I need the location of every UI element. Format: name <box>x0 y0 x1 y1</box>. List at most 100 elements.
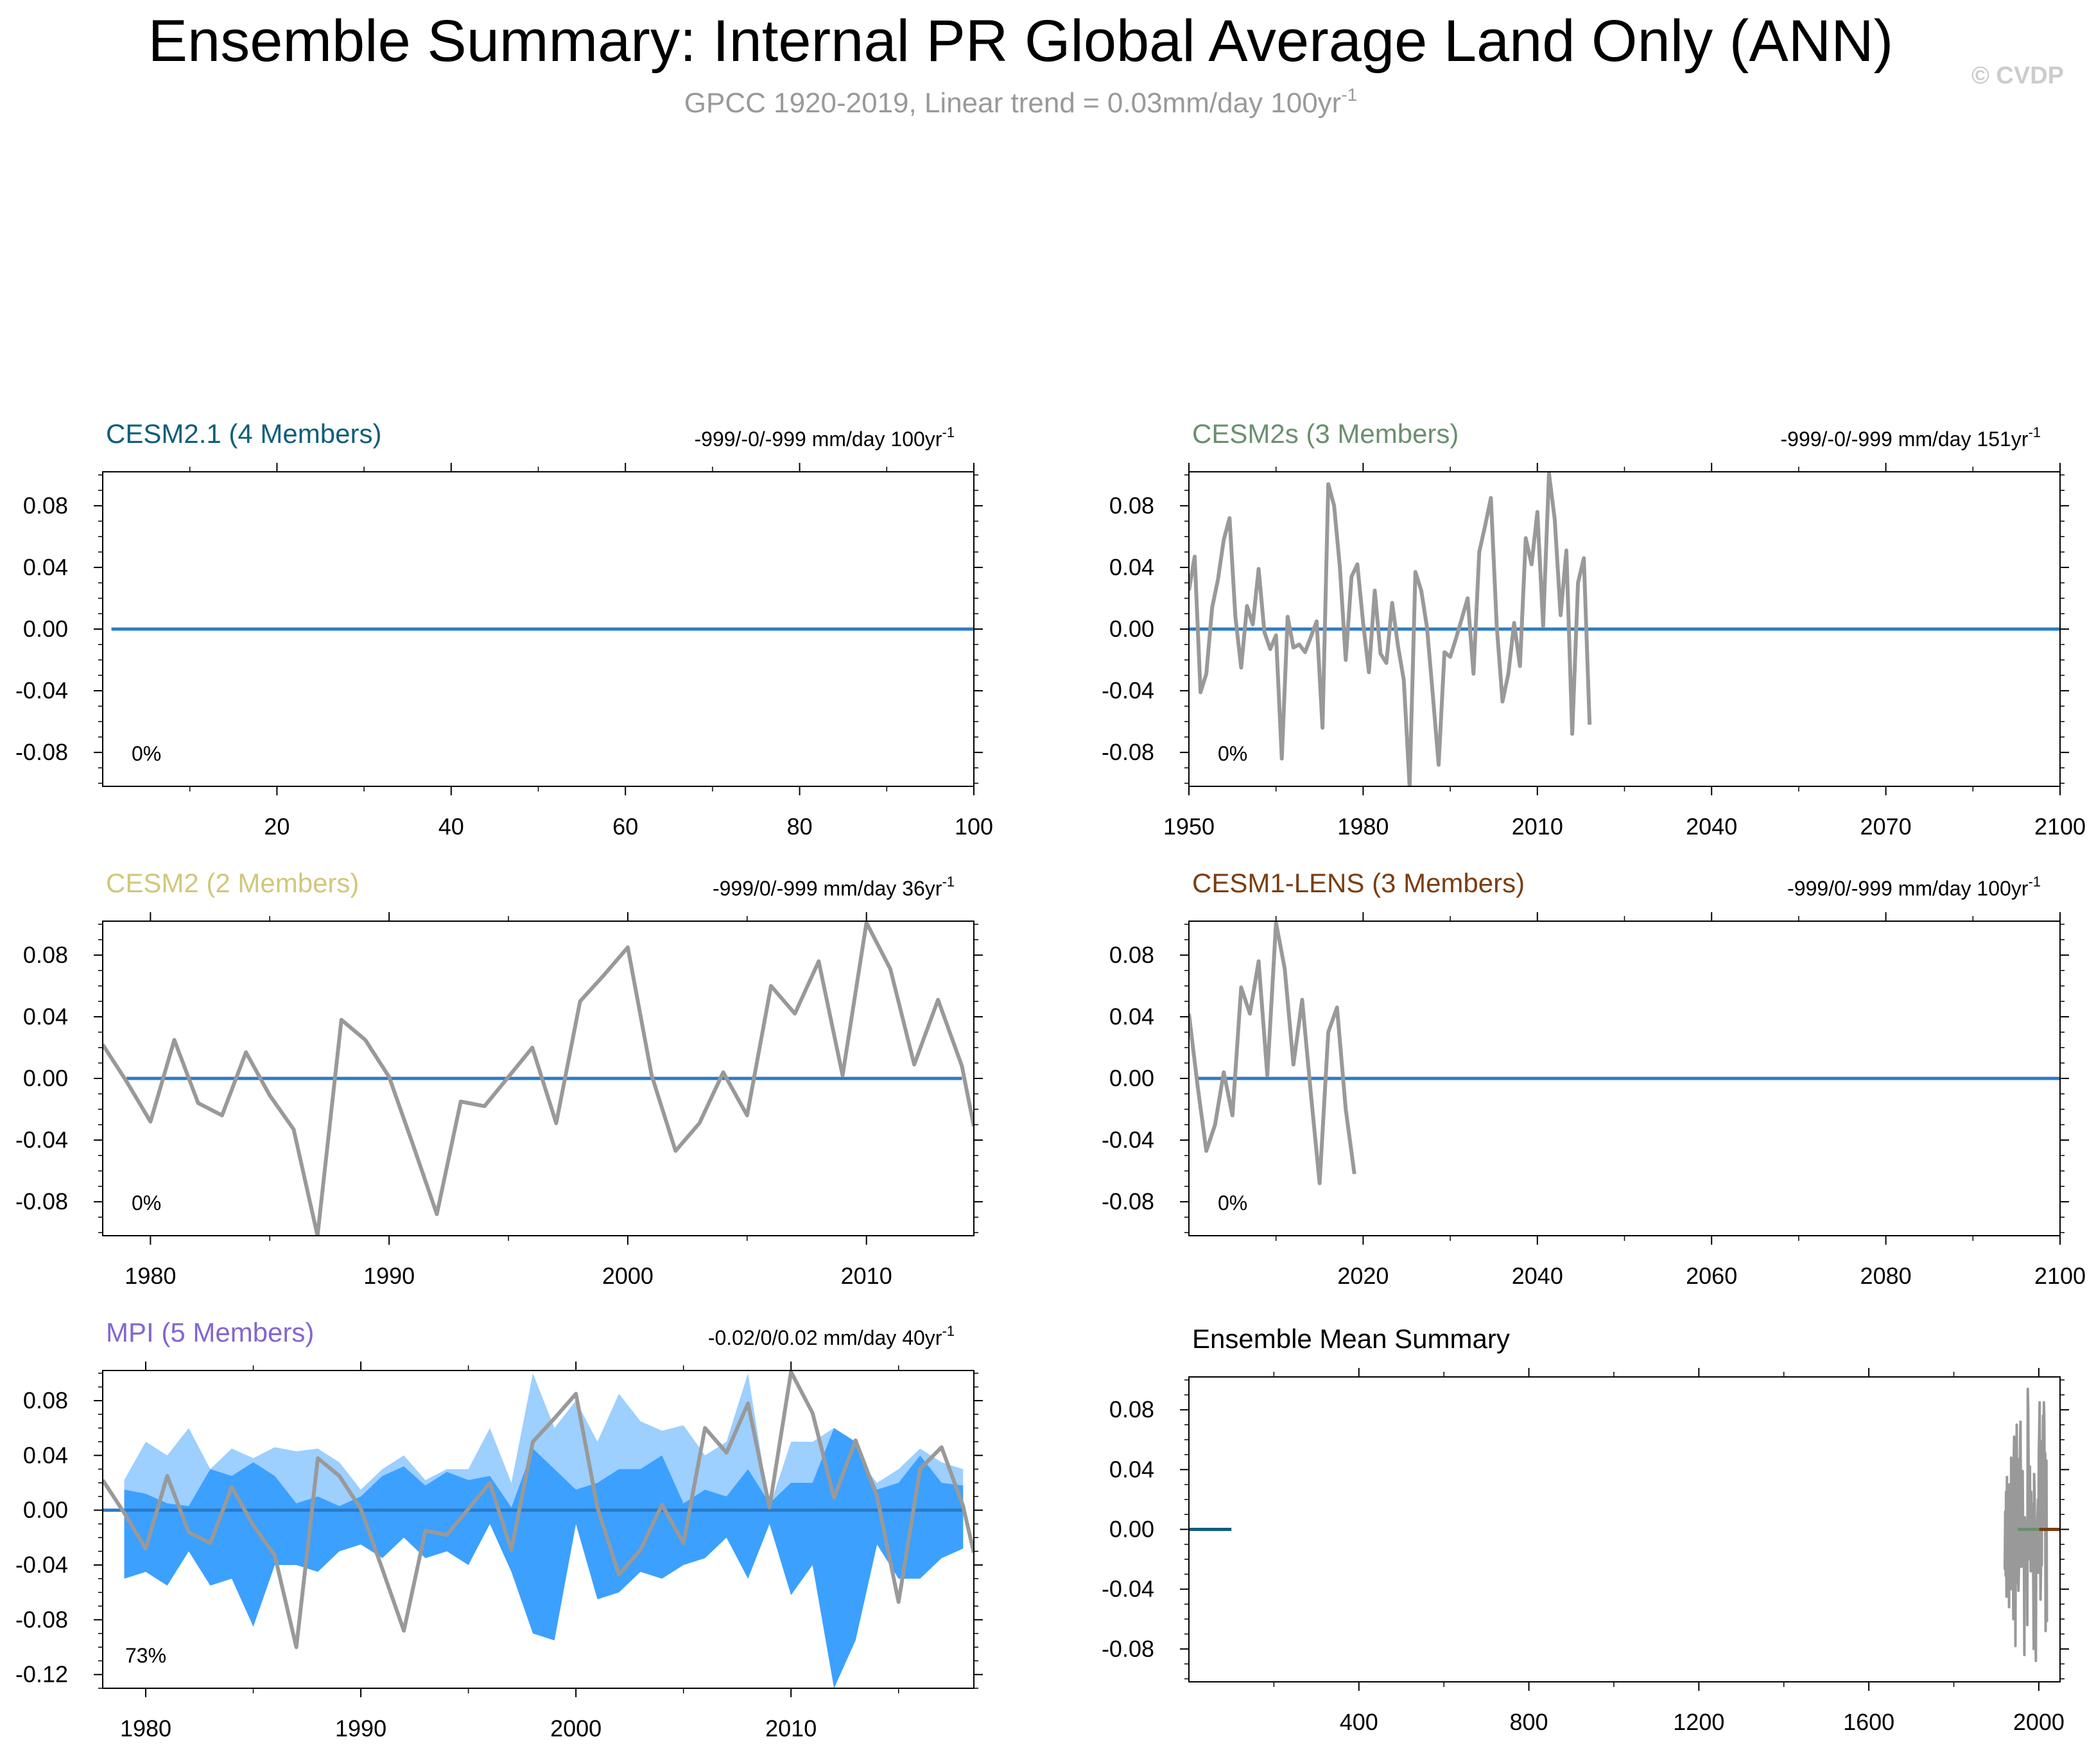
y-tick-label: 0.04 <box>1109 1456 1154 1482</box>
y-tick-label: -0.08 <box>15 1188 68 1215</box>
x-tick-label: 1990 <box>335 1715 386 1742</box>
plot-area <box>103 1371 974 1688</box>
panel-cesm2: CESM2 (2 Members) -999/0/-999 mm/day 36yr… <box>15 868 983 1289</box>
plot-frame <box>1188 1376 2061 1682</box>
y-tick-label: -0.08 <box>15 739 68 765</box>
panel-stats-text: -999/0/-999 mm/day 36yr <box>713 877 942 900</box>
panel-title: CESM2 (2 Members) <box>106 868 359 898</box>
x-tick-label: 40 <box>438 813 464 840</box>
x-tick-label: 1980 <box>120 1715 171 1742</box>
y-tick-label: -0.04 <box>15 1552 68 1578</box>
observed-series-line <box>103 1371 974 1649</box>
x-tick-label: 400 <box>1340 1709 1378 1735</box>
y-tick-label: -0.12 <box>15 1661 68 1688</box>
x-tick-label: 2060 <box>1686 1263 1737 1289</box>
percent-label: 0% <box>1218 742 1247 765</box>
y-tick-label: 0.08 <box>1109 942 1154 968</box>
panel-title: CESM2s (3 Members) <box>1192 419 1459 449</box>
percent-label: 73% <box>125 1644 166 1667</box>
y-tick-label: 0.08 <box>23 492 68 519</box>
x-tick-label: 800 <box>1510 1709 1548 1735</box>
panels-group: CESM2.1 (4 Members) -999/-0/-999 mm/day 1… <box>15 419 2086 1742</box>
observed-series-line <box>1189 921 1356 1186</box>
y-tick-label: 0.00 <box>1109 1065 1154 1091</box>
x-tick-label: 2000 <box>602 1263 654 1289</box>
y-tick-label: -0.04 <box>15 677 68 704</box>
x-tick-label: 2040 <box>1686 813 1737 840</box>
x-tick-label: 1990 <box>363 1263 415 1289</box>
panel-stats-text: -999/-0/-999 mm/day 151yr <box>1780 428 2028 451</box>
y-tick-label: -0.04 <box>1102 677 1154 704</box>
panel-stats-superscript: -1 <box>942 1323 955 1339</box>
observed-series-line <box>1189 472 1592 786</box>
y-tick-label: -0.08 <box>1102 1636 1154 1662</box>
figure-subtitle: GPCC 1920-2019, Linear trend = 0.03mm/da… <box>684 85 1358 119</box>
x-tick-label: 2100 <box>2034 1263 2086 1289</box>
figure-subtitle-superscript: -1 <box>1341 85 1357 105</box>
plot-area <box>103 921 974 1236</box>
x-tick-label: 1980 <box>1337 813 1389 840</box>
plot-area <box>1189 921 2060 1186</box>
y-tick-label: 0.08 <box>1109 492 1154 519</box>
y-tick-label: -0.08 <box>1102 739 1154 765</box>
observed-series-line <box>103 921 974 1236</box>
panel-stats-text: -999/-0/-999 mm/day 100yr <box>694 428 942 451</box>
x-tick-label: 1980 <box>125 1263 176 1289</box>
figure-subtitle-text: GPCC 1920-2019, Linear trend = 0.03mm/da… <box>684 87 1342 119</box>
panel-mpi: MPI (5 Members) -0.02/0/0.02 mm/day 40yr-… <box>15 1317 983 1742</box>
plot-area <box>1189 472 2060 786</box>
x-tick-label: 2010 <box>765 1715 817 1742</box>
spread-band-inner <box>124 1428 964 1688</box>
x-tick-label: 2010 <box>1512 813 1563 840</box>
y-tick-label: 0.04 <box>1109 1003 1154 1030</box>
x-tick-label: 60 <box>612 813 638 840</box>
y-tick-label: 0.00 <box>23 1497 68 1523</box>
panel-stats: -0.02/0/0.02 mm/day 40yr-1 <box>708 1323 955 1349</box>
y-tick-label: -0.08 <box>1102 1188 1154 1215</box>
percent-label: 0% <box>132 1191 161 1215</box>
y-tick-label: -0.04 <box>1102 1576 1154 1602</box>
y-tick-label: 0.00 <box>23 616 68 642</box>
x-tick-label: 2020 <box>1337 1263 1389 1289</box>
x-tick-label: 20 <box>264 813 290 840</box>
panel-stats-superscript: -1 <box>2028 424 2041 440</box>
panel-stats: -999/-0/-999 mm/day 100yr-1 <box>694 424 955 451</box>
panel-stats: -999/-0/-999 mm/day 151yr-1 <box>1780 424 2041 451</box>
x-tick-label: 2000 <box>550 1715 602 1742</box>
percent-label: 0% <box>1218 1191 1247 1215</box>
figure-title: Ensemble Summary: Internal PR Global Ave… <box>148 8 1894 74</box>
y-tick-label: -0.04 <box>1102 1127 1154 1153</box>
percent-label: 0% <box>132 742 161 765</box>
panel-stats-superscript: -1 <box>2028 874 2041 890</box>
x-tick-label: 2040 <box>1512 1263 1563 1289</box>
y-tick-label: 0.04 <box>1109 554 1154 580</box>
y-tick-label: 0.00 <box>1109 1516 1154 1543</box>
panel-stats: -999/0/-999 mm/day 36yr-1 <box>713 874 955 900</box>
x-tick-label: 2000 <box>2013 1709 2065 1735</box>
panel-stats-superscript: -1 <box>942 874 955 890</box>
watermark: © CVDP <box>1971 62 2064 89</box>
x-tick-label: 2100 <box>2034 813 2086 840</box>
y-tick-label: -0.08 <box>15 1606 68 1632</box>
panel-title: CESM2.1 (4 Members) <box>106 419 381 449</box>
x-tick-label: 100 <box>955 813 993 840</box>
panel-title: MPI (5 Members) <box>106 1317 314 1347</box>
panel-title: CESM1-LENS (3 Members) <box>1192 868 1525 898</box>
observed-series-line <box>2003 1387 2048 1663</box>
y-tick-label: -0.04 <box>15 1127 68 1153</box>
plot-area <box>1189 1387 2060 1663</box>
panel-stats-text: -0.02/0/0.02 mm/day 40yr <box>708 1326 942 1349</box>
panel-stats-superscript: -1 <box>942 424 955 440</box>
y-tick-label: 0.00 <box>1109 616 1154 642</box>
y-tick-label: 0.04 <box>23 554 68 580</box>
panel-cesm1: CESM1-LENS (3 Members) -999/0/-999 mm/day… <box>1102 868 2086 1289</box>
panel-summary: Ensemble Mean Summary 0.08 0.04 0.00 -0.04 -0… <box>1102 1324 2069 1735</box>
x-tick-label: 1200 <box>1673 1709 1724 1735</box>
x-tick-label: 2080 <box>1860 1263 1912 1289</box>
plot-frame <box>102 1370 974 1689</box>
x-tick-label: 2070 <box>1860 813 1912 840</box>
x-tick-label: 1600 <box>1843 1709 1894 1735</box>
y-tick-label: 0.04 <box>23 1003 68 1030</box>
y-tick-label: 0.08 <box>1109 1396 1154 1422</box>
